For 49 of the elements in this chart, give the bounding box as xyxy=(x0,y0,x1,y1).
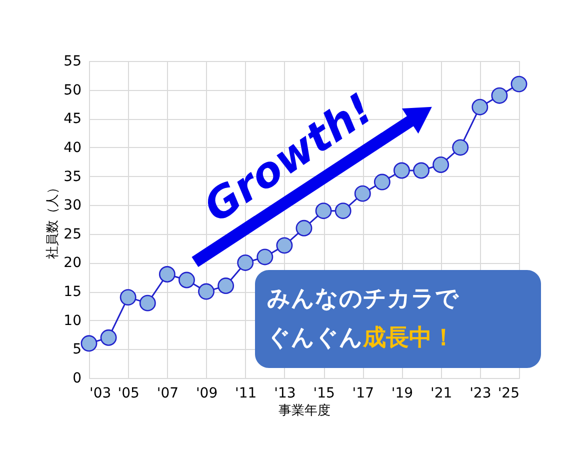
x-tick-label: '19 xyxy=(391,386,414,402)
point xyxy=(198,283,215,300)
y-tick-label: 55 xyxy=(64,54,82,70)
x-tick-label: '05 xyxy=(118,386,140,402)
point xyxy=(256,248,274,266)
point xyxy=(472,98,488,116)
point xyxy=(120,289,136,306)
annotation: みんなのチカラで xyxy=(267,286,459,312)
point xyxy=(276,237,293,254)
point xyxy=(139,294,156,312)
point xyxy=(158,266,176,282)
x-tick-label: '21 xyxy=(430,386,452,402)
point xyxy=(100,329,117,346)
point xyxy=(510,76,528,92)
point xyxy=(452,139,469,156)
y-tick-label: 15 xyxy=(64,284,82,300)
point xyxy=(393,162,410,179)
annotation: ぐんぐん xyxy=(267,325,363,351)
y-tick-label: 25 xyxy=(64,226,82,242)
point xyxy=(296,220,312,236)
point xyxy=(432,156,450,173)
annotation: 成長中！ xyxy=(362,325,455,351)
x-axis-title: 事業年度 xyxy=(278,402,330,418)
point xyxy=(413,162,430,179)
point xyxy=(178,272,195,288)
y-tick-label: 5 xyxy=(72,342,82,358)
y-tick-label: 20 xyxy=(64,255,82,272)
x-tick-label: '13 xyxy=(274,386,296,402)
x-tick-label: '03 xyxy=(90,386,112,402)
x-tick-label: '15 xyxy=(313,386,335,402)
x-tick-label: '11 xyxy=(235,386,257,402)
point xyxy=(218,278,234,294)
y-tick-label: 40 xyxy=(64,140,82,156)
y-tick-label: 45 xyxy=(64,111,82,128)
y-tick-label: 10 xyxy=(64,312,82,329)
x-tick-label: '23 xyxy=(470,386,492,402)
point xyxy=(491,87,508,104)
point xyxy=(374,174,390,190)
y-tick-label: 30 xyxy=(64,198,82,214)
y-axis-title: 社員数（人） xyxy=(46,181,61,259)
y-tick-label: 35 xyxy=(64,168,82,185)
x-tick-label: '17 xyxy=(352,386,374,402)
x-tick-label: '09 xyxy=(196,386,218,402)
x-tick-label: '25 xyxy=(498,386,520,402)
x-tick-label: '07 xyxy=(156,386,179,402)
y-tick-label: 0 xyxy=(72,370,82,386)
point xyxy=(80,335,98,352)
y-tick-label: 50 xyxy=(64,82,82,98)
point xyxy=(237,254,254,271)
